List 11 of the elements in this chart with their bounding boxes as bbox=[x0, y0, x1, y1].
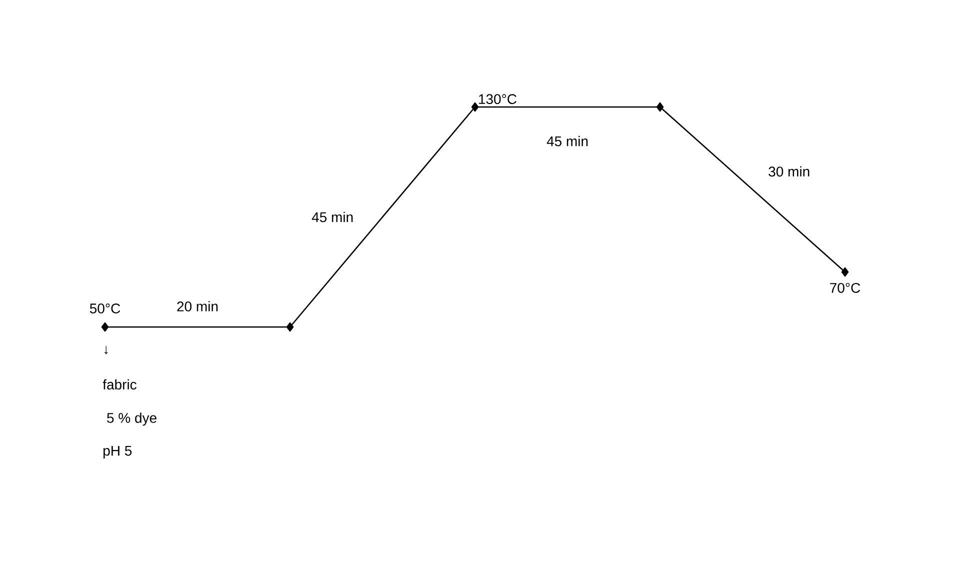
text: 5 % dye bbox=[107, 412, 156, 426]
text: fabric bbox=[102, 379, 136, 390]
annotation: 45 min bbox=[312, 212, 353, 222]
annotation: 30 min bbox=[768, 166, 810, 177]
annotation: 20 min bbox=[177, 301, 218, 312]
data-label: 70°C bbox=[830, 282, 860, 293]
text: pH 5 bbox=[104, 446, 132, 458]
data-label: 50°C bbox=[90, 303, 120, 314]
data-label: 130°C bbox=[479, 94, 516, 104]
text: ↓ bbox=[104, 346, 108, 354]
annotation: 45 min bbox=[546, 136, 588, 146]
